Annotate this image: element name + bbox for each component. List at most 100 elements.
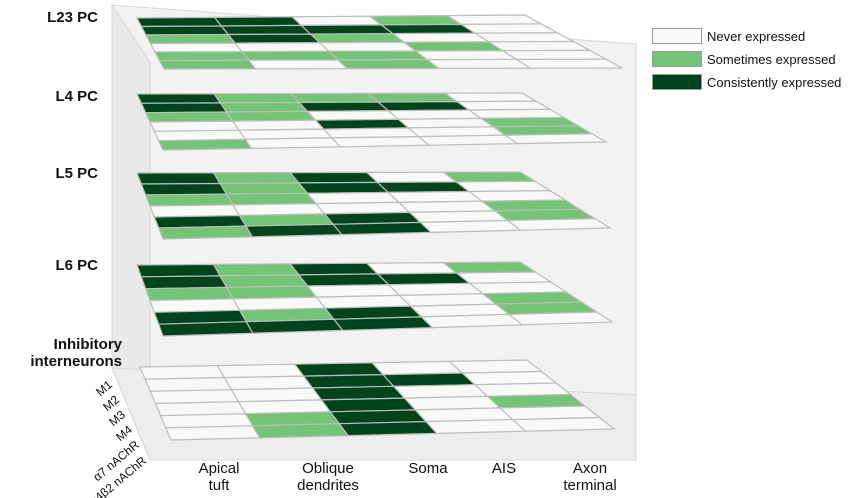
- cell-l5-m1-apical-tuft: [136, 172, 222, 185]
- cell-l23-m4-soma: [318, 41, 418, 52]
- cell-interneurons-m1-apical-tuft: [139, 364, 226, 380]
- legend-label-never: Never expressed: [707, 28, 806, 44]
- cell-l5-m2-oblique-dendrites: [219, 182, 309, 195]
- cell-l4-m1-axon-terminal: [443, 92, 539, 103]
- cell-l5-m3-apical-tuft: [144, 193, 235, 207]
- cell-interneurons-a4b2-oblique-dendrites: [251, 423, 350, 439]
- cell-l5-a4b2-ais: [419, 219, 523, 234]
- cell-l4-m1-ais: [366, 92, 460, 103]
- cell-l23-m3-oblique-dendrites: [227, 33, 322, 44]
- cell-l4-a4b2-oblique-dendrites: [244, 137, 342, 150]
- cell-l5-m3-ais: [386, 190, 484, 204]
- compartment-label-apical-1: Apical: [199, 460, 240, 477]
- cell-l5-m3-oblique-dendrites: [225, 192, 318, 206]
- cell-l23-a4b2-oblique-dendrites: [247, 59, 349, 70]
- cell-l23-m2-ais: [379, 23, 478, 35]
- cell-l23-m4-oblique-dendrites: [233, 42, 331, 53]
- cell-l6-m1-soma: [288, 262, 380, 276]
- level-label-l4: L4 PC: [55, 88, 98, 105]
- compartment-label-ais: AIS: [492, 460, 516, 477]
- cell-l5-a4b2-axon-terminal: [505, 218, 613, 231]
- cell-l4-m2-oblique-dendrites: [219, 101, 309, 113]
- cell-l5-m2-soma: [297, 181, 390, 194]
- cell-l6-a4b2-apical-tuft: [157, 321, 254, 337]
- level-label-l23: L23 PC: [47, 9, 98, 26]
- cell-l23-m1-oblique-dendrites: [213, 16, 303, 27]
- level-label-interneurons-line2: interneurons: [30, 353, 122, 370]
- cell-l6-a4b2-ais: [420, 313, 524, 329]
- cell-l4-a4b2-soma: [330, 135, 431, 148]
- cell-l6-a4b2-oblique-dendrites: [245, 318, 344, 334]
- cell-l4-a4b2-apical-tuft: [157, 138, 253, 151]
- cell-l6-m2-oblique-dendrites: [219, 274, 309, 288]
- cell-l5-m2-apical-tuft: [140, 182, 228, 196]
- cell-l5-m1-axon-terminal: [441, 171, 538, 183]
- cell-l4-m2-apical-tuft: [140, 102, 228, 114]
- cell-interneurons-m1-ais: [370, 360, 464, 376]
- legend-swatch-never: [652, 28, 702, 44]
- cell-l23-m2-soma: [299, 24, 395, 35]
- cell-interneurons-m1-axon-terminal: [448, 359, 544, 374]
- cell-l4-m1-soma: [289, 92, 380, 104]
- cell-l6-a4b2-soma: [332, 316, 434, 332]
- compartment-label-axon-2: terminal: [563, 477, 616, 494]
- cell-l4-a4b2-ais: [417, 134, 520, 146]
- cell-l23-m4-apical-tuft: [149, 42, 244, 53]
- cell-l6-m2-soma: [297, 273, 391, 287]
- layer-planes: [136, 14, 623, 441]
- cell-l4-a4b2-axon-terminal: [503, 133, 609, 145]
- cell-interneurons-a4b2-axon-terminal: [511, 416, 616, 432]
- compartment-label-apical-2: tuft: [209, 477, 231, 494]
- cell-l6-m1-ais: [365, 261, 459, 275]
- cell-l23-a7-axon-terminal: [500, 49, 609, 61]
- compartment-labels: Apical tuft Oblique dendrites Soma AIS A…: [199, 460, 617, 494]
- cell-interneurons-m2-apical-tuft: [144, 376, 233, 392]
- cell-l23-a7-soma: [327, 50, 430, 61]
- level-label-interneurons-line1: Inhibitory: [54, 336, 123, 353]
- cell-l23-a7-apical-tuft: [154, 51, 251, 62]
- cell-l23-m1-apical-tuft: [136, 16, 223, 28]
- legend-swatch-sometimes: [652, 51, 702, 67]
- cell-l23-m3-ais: [391, 32, 491, 43]
- cell-l6-a4b2-axon-terminal: [507, 311, 614, 326]
- cell-l23-m3-axon-terminal: [473, 32, 574, 43]
- cell-l6-m1-oblique-dendrites: [212, 263, 301, 277]
- cell-l23-a7-oblique-dendrites: [240, 50, 340, 61]
- legend-item-sometimes: Sometimes expressed: [652, 49, 848, 69]
- legend-item-consistently: Consistently expressed: [652, 72, 848, 92]
- cell-l4-m2-soma: [297, 101, 390, 112]
- cell-l23-m2-apical-tuft: [140, 25, 230, 36]
- cell-l23-a4b2-soma: [336, 59, 441, 70]
- cell-l23-m4-axon-terminal: [486, 40, 590, 52]
- compartment-label-oblique-2: dendrites: [297, 477, 359, 494]
- legend-label-consistently: Consistently expressed: [707, 74, 842, 90]
- cell-interneurons-a4b2-apical-tuft: [164, 425, 261, 441]
- cell-l4-m1-oblique-dendrites: [212, 92, 301, 104]
- cell-l4-m4-apical-tuft: [149, 120, 241, 132]
- cell-l23-m2-oblique-dendrites: [220, 24, 312, 36]
- cell-interneurons-m2-ais: [381, 372, 477, 387]
- cell-interneurons-a4b2-soma: [338, 420, 439, 437]
- cell-l4-m3-axon-terminal: [467, 108, 567, 120]
- cell-l4-m3-oblique-dendrites: [225, 110, 317, 122]
- legend-swatch-consistently: [652, 74, 702, 90]
- cell-interneurons-m2-oblique-dendrites: [223, 375, 314, 391]
- level-label-l6: L6 PC: [55, 257, 98, 274]
- cell-l5-m2-ais: [375, 181, 471, 194]
- plane-l6: [136, 261, 614, 337]
- cell-interneurons-m1-oblique-dendrites: [216, 363, 305, 379]
- cell-l6-m1-apical-tuft: [136, 263, 222, 278]
- cell-l4-m2-axon-terminal: [455, 100, 553, 111]
- cell-l4-m1-apical-tuft: [136, 93, 222, 104]
- cell-l23-a4b2-ais: [425, 58, 533, 70]
- level-label-l5: L5 PC: [55, 165, 98, 182]
- legend: Never expressed Sometimes expressed Cons…: [652, 26, 848, 95]
- cell-l23-m1-ais: [368, 14, 464, 26]
- cell-l23-m4-ais: [402, 41, 505, 52]
- cell-l6-m1-axon-terminal: [441, 261, 538, 274]
- cell-interneurons-a4b2-ais: [424, 418, 527, 435]
- cell-l4-m3-soma: [306, 110, 401, 121]
- plane-interneurons: [139, 359, 616, 441]
- cell-l5-m3-soma: [306, 191, 401, 205]
